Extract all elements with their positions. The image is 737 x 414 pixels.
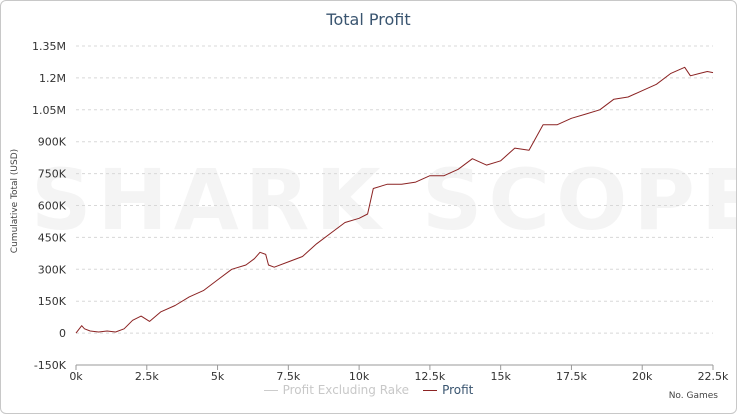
legend-swatch-profit xyxy=(423,389,438,391)
legend-swatch-excl-rake xyxy=(263,389,278,391)
x-tick-label: 0k xyxy=(69,370,83,383)
y-tick-label: 1.35M xyxy=(32,40,66,53)
x-tick-label: 17.5k xyxy=(556,370,587,383)
legend-item-profit[interactable]: Profit xyxy=(423,383,473,397)
x-tick-label: 12.5k xyxy=(414,370,445,383)
x-tick-label: 2.5k xyxy=(135,370,159,383)
y-tick-label: -150K xyxy=(34,359,67,372)
x-tick-label: 7.5k xyxy=(276,370,300,383)
x-tick-label: 5k xyxy=(211,370,225,383)
x-tick-label: 20k xyxy=(632,370,653,383)
y-tick-label: 900K xyxy=(38,136,67,149)
y-tick-label: 150K xyxy=(38,295,67,308)
legend-label-excl-rake: Profit Excluding Rake xyxy=(282,383,410,397)
legend-label-profit: Profit xyxy=(442,383,474,397)
y-tick-label: 0 xyxy=(59,327,66,340)
y-tick-label: 300K xyxy=(38,263,67,276)
x-axis-title: No. Games xyxy=(668,391,718,401)
watermark-logo: SHARK SCOPE xyxy=(31,151,736,249)
x-tick-label: 22.5k xyxy=(698,370,729,383)
chart-title: Total Profit xyxy=(326,10,411,29)
legend-item-excl-rake[interactable]: Profit Excluding Rake xyxy=(263,383,410,397)
x-tick-label: 15k xyxy=(490,370,511,383)
series-line-profit xyxy=(75,66,714,334)
y-tick-label: 600K xyxy=(38,200,67,213)
y-tick-label: 1.2M xyxy=(39,72,66,85)
y-tick-label: 750K xyxy=(38,168,67,181)
legend: Profit Excluding Rake Profit xyxy=(1,383,736,397)
x-tick-label: 10k xyxy=(349,370,370,383)
y-tick-label: 1.05M xyxy=(32,104,66,117)
y-tick-label: 450K xyxy=(38,231,67,244)
